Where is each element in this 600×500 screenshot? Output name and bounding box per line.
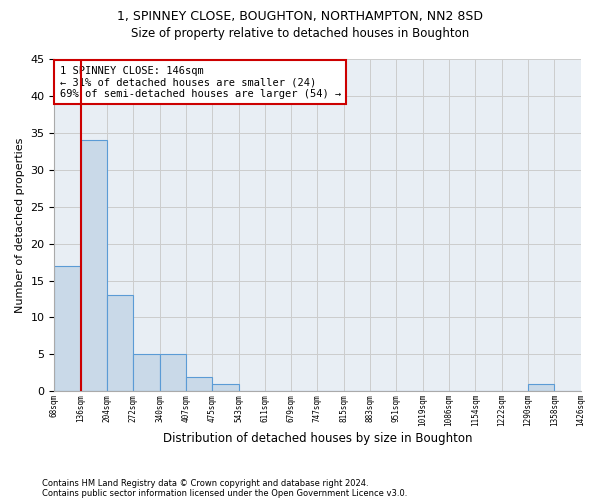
- Text: Contains public sector information licensed under the Open Government Licence v3: Contains public sector information licen…: [42, 488, 407, 498]
- Y-axis label: Number of detached properties: Number of detached properties: [15, 138, 25, 313]
- Bar: [81, 140, 107, 392]
- Text: Contains HM Land Registry data © Crown copyright and database right 2024.: Contains HM Land Registry data © Crown c…: [42, 478, 368, 488]
- Bar: [528, 384, 554, 392]
- Bar: [186, 376, 212, 392]
- Bar: [160, 354, 186, 392]
- Text: Size of property relative to detached houses in Boughton: Size of property relative to detached ho…: [131, 28, 469, 40]
- Text: 1 SPINNEY CLOSE: 146sqm
← 31% of detached houses are smaller (24)
69% of semi-de: 1 SPINNEY CLOSE: 146sqm ← 31% of detache…: [59, 66, 341, 99]
- Bar: [212, 384, 239, 392]
- Bar: [55, 266, 81, 392]
- Bar: [107, 296, 133, 392]
- X-axis label: Distribution of detached houses by size in Boughton: Distribution of detached houses by size …: [163, 432, 472, 445]
- Text: 1, SPINNEY CLOSE, BOUGHTON, NORTHAMPTON, NN2 8SD: 1, SPINNEY CLOSE, BOUGHTON, NORTHAMPTON,…: [117, 10, 483, 23]
- Bar: [133, 354, 160, 392]
